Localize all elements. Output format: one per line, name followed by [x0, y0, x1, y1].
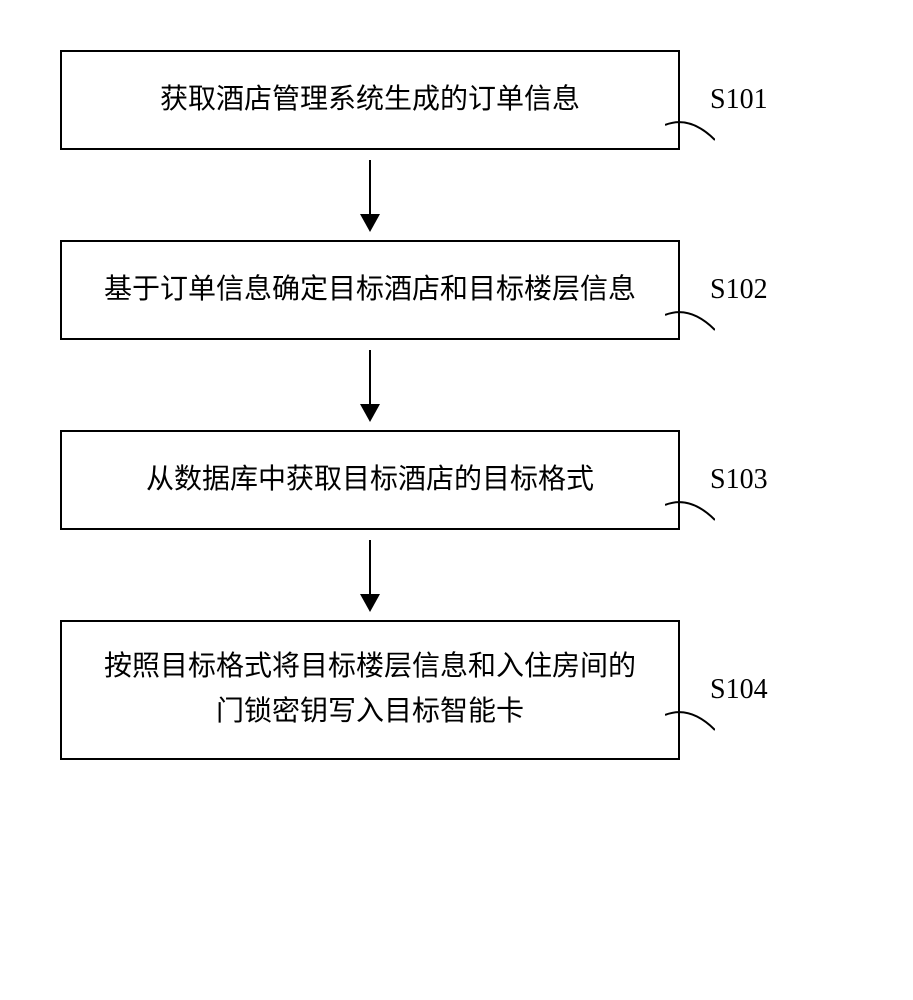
step-3-box: 从数据库中获取目标酒店的目标格式 — [60, 430, 680, 530]
step-1-label: S101 — [710, 84, 768, 116]
step-2-container: 基于订单信息确定目标酒店和目标楼层信息 S102 — [60, 240, 860, 340]
step-1-text: 获取酒店管理系统生成的订单信息 — [160, 78, 580, 123]
step-4-label: S104 — [710, 674, 768, 706]
step-1-box: 获取酒店管理系统生成的订单信息 — [60, 50, 680, 150]
step-3-text: 从数据库中获取目标酒店的目标格式 — [146, 458, 594, 503]
step-1-container: 获取酒店管理系统生成的订单信息 S101 — [60, 50, 860, 150]
connector-curve-4 — [665, 710, 715, 750]
arrow-1 — [60, 150, 680, 240]
arrow-2-line — [369, 350, 371, 420]
arrow-2-head — [360, 404, 380, 422]
step-3-container: 从数据库中获取目标酒店的目标格式 S103 — [60, 430, 860, 530]
step-4-box: 按照目标格式将目标楼层信息和入住房间的门锁密钥写入目标智能卡 — [60, 620, 680, 760]
arrow-2 — [60, 340, 680, 430]
arrow-3 — [60, 530, 680, 620]
step-4-container: 按照目标格式将目标楼层信息和入住房间的门锁密钥写入目标智能卡 S104 — [60, 620, 860, 760]
step-2-label: S102 — [710, 274, 768, 306]
flowchart-container: 获取酒店管理系统生成的订单信息 S101 基于订单信息确定目标酒店和目标楼层信息… — [60, 50, 860, 760]
step-4-text: 按照目标格式将目标楼层信息和入住房间的门锁密钥写入目标智能卡 — [92, 645, 648, 735]
step-3-label: S103 — [710, 464, 768, 496]
arrow-3-head — [360, 594, 380, 612]
arrow-3-line — [369, 540, 371, 610]
arrow-1-head — [360, 214, 380, 232]
step-2-box: 基于订单信息确定目标酒店和目标楼层信息 — [60, 240, 680, 340]
arrow-1-line — [369, 160, 371, 230]
step-2-text: 基于订单信息确定目标酒店和目标楼层信息 — [104, 268, 636, 313]
